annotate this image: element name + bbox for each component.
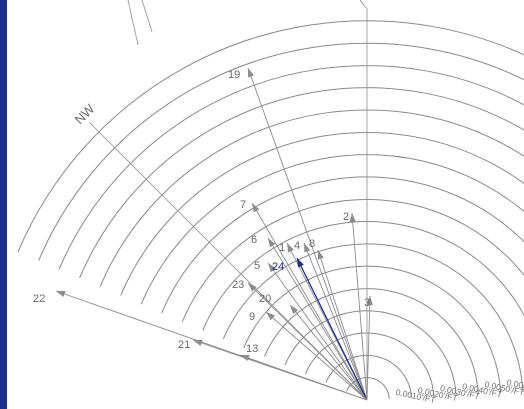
vector-label-1: 1: [279, 242, 285, 254]
vector-label-9: 9: [249, 311, 255, 323]
vector-arrowhead-9: [266, 312, 275, 321]
vector-line-9: [265, 311, 368, 401]
gradient-ring: [202, 221, 524, 331]
vector-arrowhead-6: [268, 238, 276, 248]
direction-label-nw: NW: [72, 101, 98, 127]
vector-label-22: 22: [33, 293, 45, 305]
direction-rays: [89, 0, 368, 401]
gradient-ring: [140, 154, 524, 305]
vector-line-2: [351, 212, 368, 401]
vector-line-4: [303, 242, 368, 401]
gradient-ring: [346, 377, 390, 399]
vector-label-5: 5: [254, 260, 260, 272]
vector-arrowhead-5: [268, 263, 276, 273]
gradient-ring: [263, 288, 479, 395]
vector-label-4: 4: [294, 240, 300, 252]
gradient-ring: [284, 310, 457, 396]
left-border-bar: [0, 0, 7, 409]
vector-label-6: 6: [251, 234, 257, 246]
gradient-ring: [120, 131, 524, 296]
vector-line-19: [247, 67, 368, 401]
edge-tick: [141, 0, 153, 33]
vector-line-13: [239, 354, 368, 401]
vector-line-8: [317, 249, 368, 401]
vector-arrowhead-1: [287, 243, 294, 253]
vector-label-13: 13: [246, 343, 258, 355]
vector-arrowhead-7: [252, 203, 260, 213]
vector-label-2: 2: [343, 211, 349, 223]
vector-arrowhead-22: [56, 291, 66, 297]
vector-arrowhead-2: [349, 213, 356, 223]
vector-label-20: 20: [259, 293, 271, 305]
vector-line-6: [267, 237, 368, 401]
vector-arrowhead-20: [290, 305, 299, 314]
gradient-ring: [79, 87, 524, 279]
edge-tick: [127, 0, 139, 46]
vector-line-23: [247, 282, 368, 401]
vector-line-3: [366, 295, 371, 401]
gradient-ring: [181, 198, 524, 322]
gradient-ring: [38, 42, 524, 261]
vector-arrowhead-19: [248, 68, 254, 78]
gradient-rings: [17, 20, 524, 399]
vector-arrowhead-4: [304, 243, 311, 253]
vector-label-19: 19: [228, 69, 240, 81]
vector-label-3: 3: [364, 297, 370, 309]
vector-arrowhead-13: [240, 355, 250, 361]
vector-label-24: 24: [272, 261, 284, 273]
vector-line-24: [296, 257, 368, 401]
gradient-ring: [304, 332, 435, 397]
vector-arrowhead-8: [317, 250, 324, 260]
edge-tick: [359, 0, 367, 9]
vector-arrowhead-3: [366, 296, 373, 306]
vector-label-21: 21: [178, 339, 190, 351]
vector-line-7: [251, 202, 368, 401]
vector-line-20: [289, 304, 368, 401]
gradient-ring: [243, 265, 502, 394]
vector-label-7: 7: [240, 199, 246, 211]
gradient-ring: [222, 243, 524, 392]
gradient-ring: [58, 65, 524, 270]
vector-arrowhead-23: [248, 283, 257, 292]
vector-label-8: 8: [309, 238, 315, 250]
northwest-ray: [89, 122, 368, 401]
gradient-ring: [161, 176, 524, 314]
gradient-ring: [17, 20, 524, 253]
vector-arrowhead-21: [193, 339, 203, 346]
gradient-vectors: 19 7 2 6 1 4 8 5 24 23 20 9 3 22 21 13: [33, 67, 373, 401]
gradient-ring: [99, 109, 524, 287]
vector-line-5: [267, 262, 368, 401]
vector-arrowhead-24: [297, 258, 304, 268]
ring-scale-labels: 0.0010'/FT0.0020'/FT0.0030'/FT0.0040'/FT…: [395, 377, 524, 405]
vector-label-23: 23: [232, 279, 244, 291]
